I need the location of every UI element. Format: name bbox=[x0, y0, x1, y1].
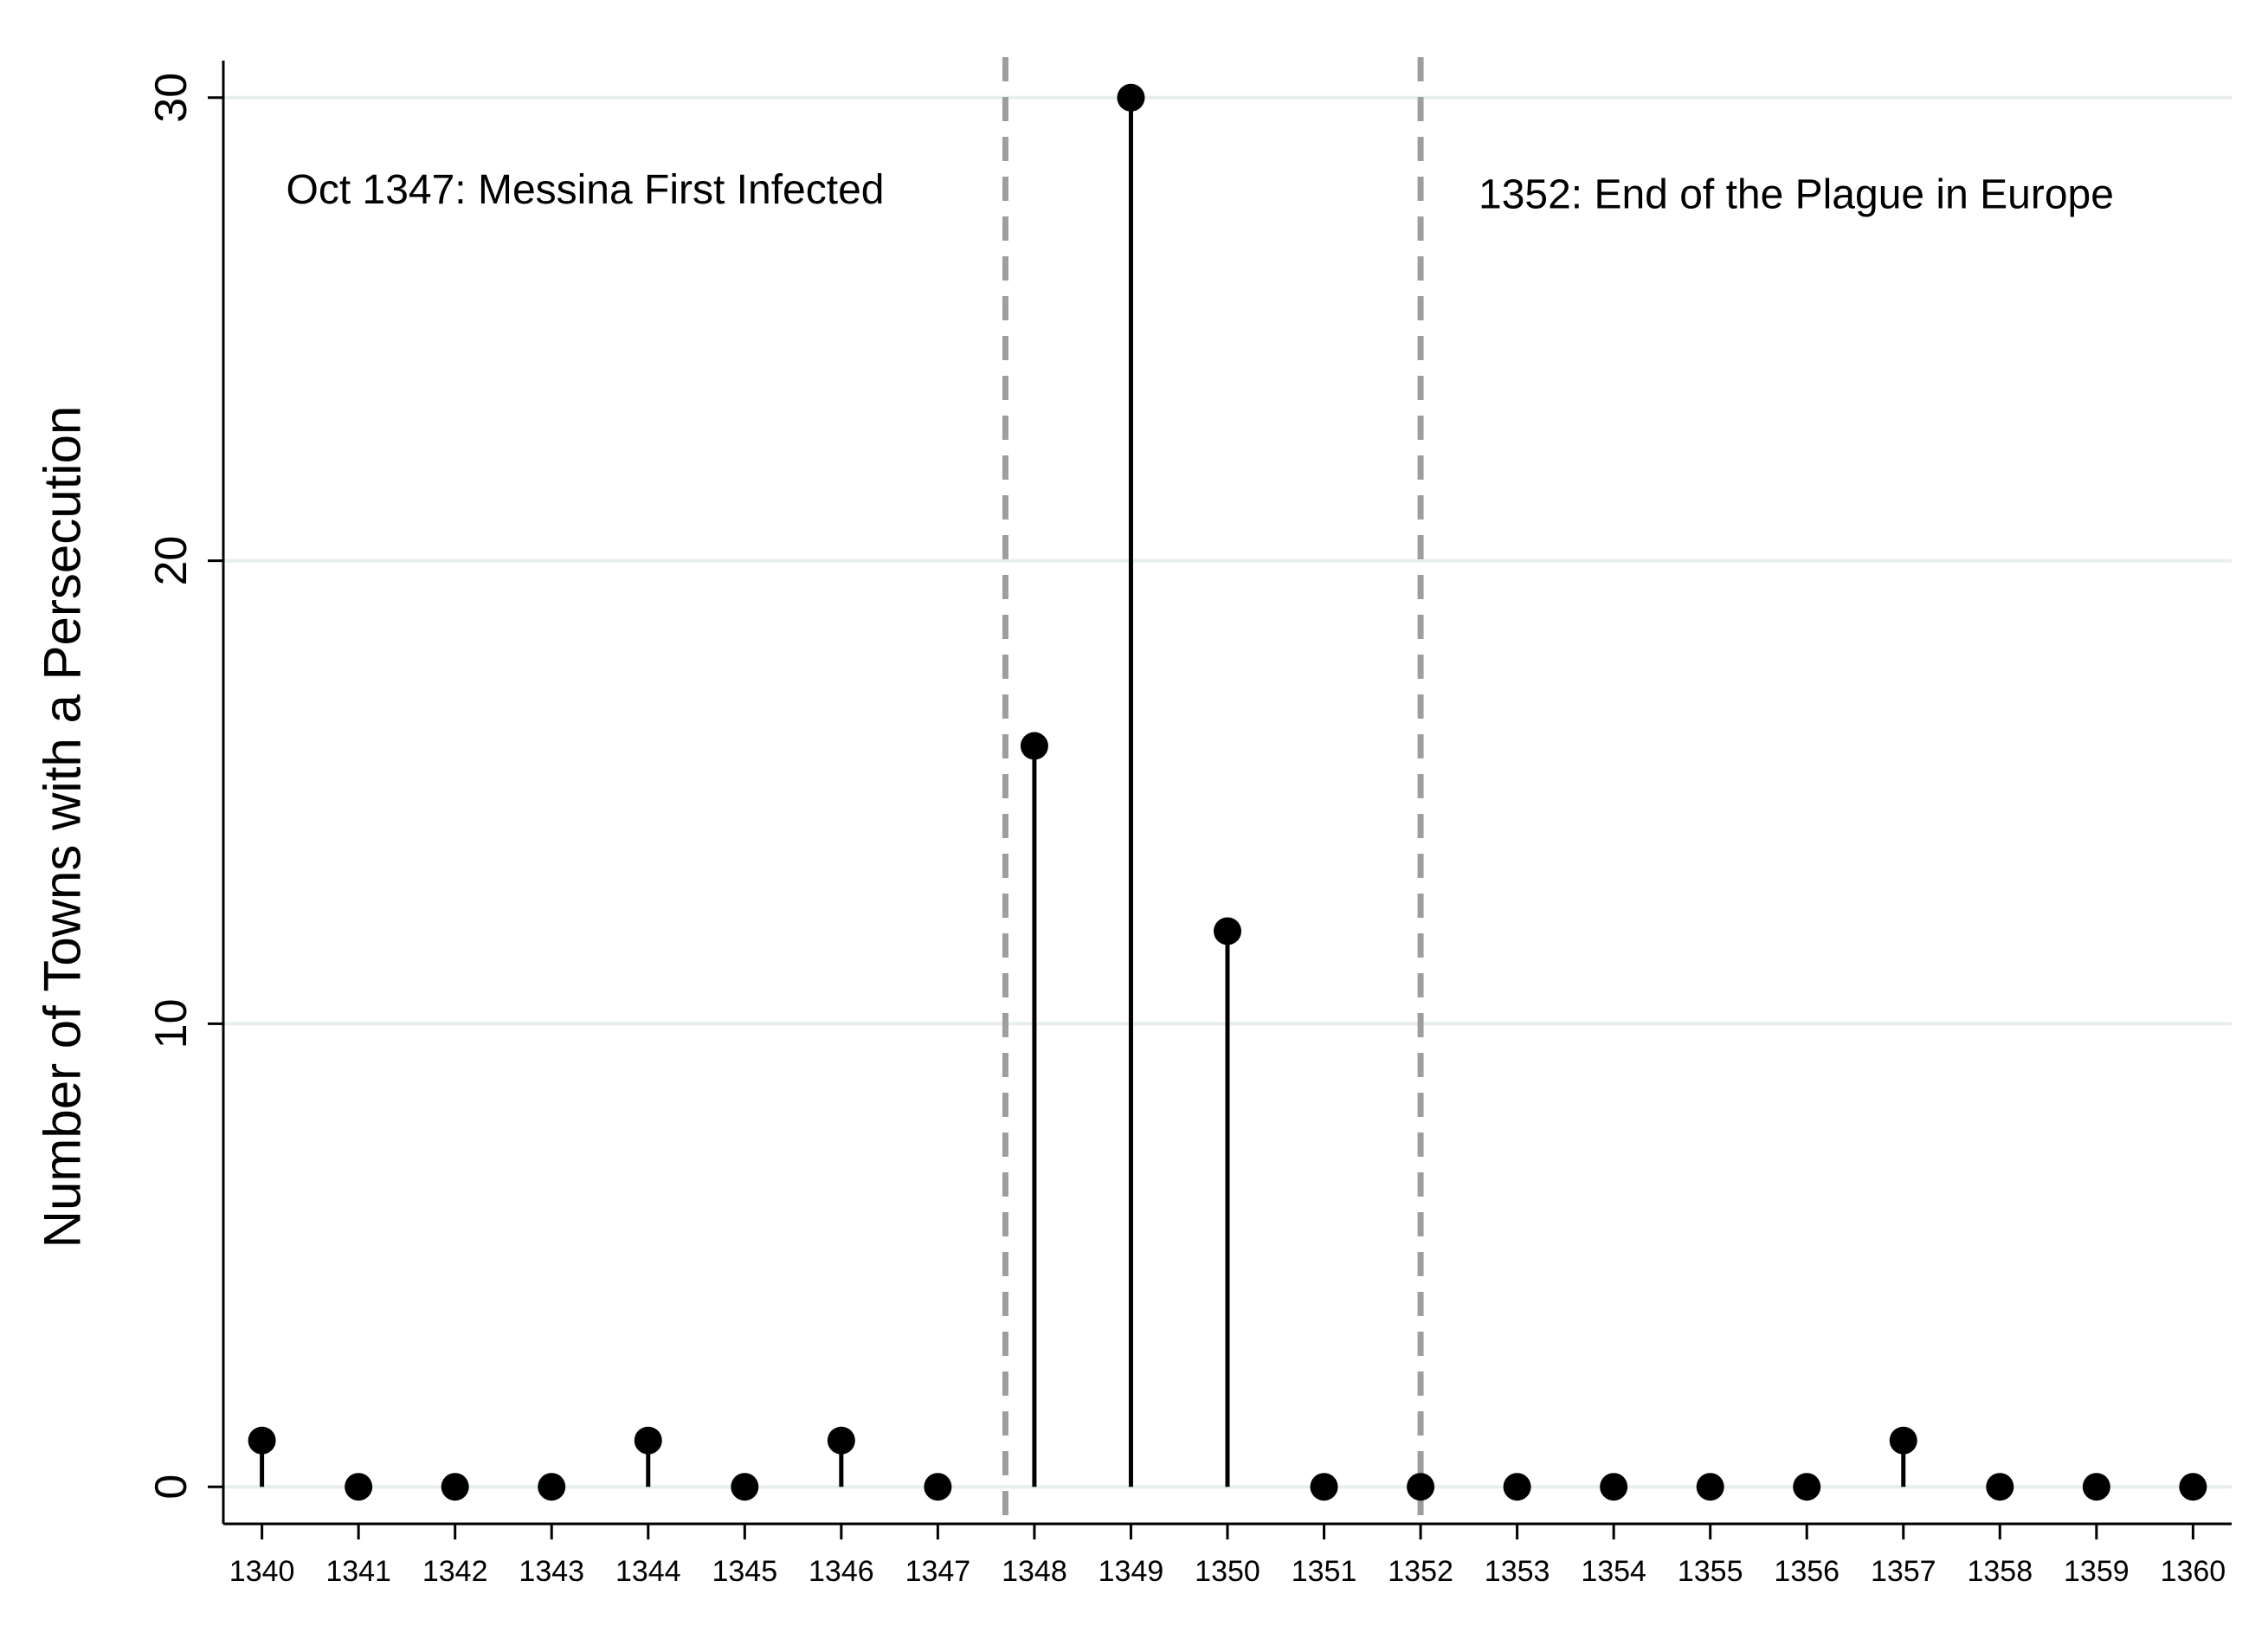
stems bbox=[248, 83, 2207, 1501]
point-1344 bbox=[634, 1426, 662, 1455]
x-tick-label-1340: 1340 bbox=[229, 1555, 295, 1588]
y-axis-title: Number of Towns with a Persecution bbox=[34, 406, 92, 1249]
point-1357 bbox=[1889, 1426, 1917, 1455]
x-tick-label-1352: 1352 bbox=[1388, 1555, 1453, 1588]
point-1353 bbox=[1503, 1473, 1531, 1501]
labels: Number of Towns with a Persecution 0 10 20… bbox=[34, 73, 2226, 1588]
point-1350 bbox=[1214, 917, 1241, 945]
x-tick-label-1351: 1351 bbox=[1292, 1555, 1357, 1588]
point-1348 bbox=[1020, 732, 1048, 760]
x-tick-label-1360: 1360 bbox=[2161, 1555, 2226, 1588]
x-tick-label-1343: 1343 bbox=[519, 1555, 584, 1588]
annotation-1: Oct 1347: Messina First Infected bbox=[287, 167, 885, 213]
y-tick-label-10: 10 bbox=[146, 998, 197, 1049]
y-tick-label-30: 30 bbox=[146, 73, 197, 123]
x-tick-label-1341: 1341 bbox=[325, 1555, 391, 1588]
x-tick-label-1344: 1344 bbox=[615, 1555, 681, 1588]
x-tick-label-1348: 1348 bbox=[1002, 1555, 1067, 1588]
x-tick-label-1359: 1359 bbox=[2064, 1555, 2129, 1588]
y-tick-label-0: 0 bbox=[146, 1475, 197, 1500]
point-1341 bbox=[345, 1473, 373, 1501]
x-tick-label-1345: 1345 bbox=[712, 1555, 777, 1588]
x-tick-label-1354: 1354 bbox=[1581, 1555, 1646, 1588]
point-1346 bbox=[827, 1426, 855, 1455]
point-1358 bbox=[1986, 1473, 2014, 1501]
x-tick-label-1342: 1342 bbox=[422, 1555, 488, 1588]
point-1349 bbox=[1117, 83, 1145, 112]
x-tick-label-1358: 1358 bbox=[1967, 1555, 2033, 1588]
x-tick-label-1346: 1346 bbox=[809, 1555, 874, 1588]
x-tick-label-1349: 1349 bbox=[1099, 1555, 1164, 1588]
y-tick-label-20: 20 bbox=[146, 536, 197, 586]
point-1345 bbox=[731, 1473, 759, 1501]
reference-lines bbox=[1002, 57, 1424, 1524]
point-1343 bbox=[538, 1473, 566, 1501]
point-1347 bbox=[924, 1473, 952, 1501]
annotations: Oct 1347: Messina First Infected 1352: En… bbox=[287, 167, 2114, 217]
point-1352 bbox=[1407, 1473, 1435, 1501]
point-1340 bbox=[248, 1426, 276, 1455]
point-1351 bbox=[1310, 1473, 1338, 1501]
x-tick-label-1347: 1347 bbox=[905, 1555, 971, 1588]
point-1355 bbox=[1696, 1473, 1724, 1501]
axes bbox=[208, 61, 2232, 1539]
point-1359 bbox=[2082, 1473, 2110, 1501]
x-tick-label-1350: 1350 bbox=[1195, 1555, 1260, 1588]
x-tick-label-1357: 1357 bbox=[1871, 1555, 1936, 1588]
point-1356 bbox=[1793, 1473, 1821, 1501]
annotation-2: 1352: End of the Plague in Europe bbox=[1479, 172, 2114, 218]
point-1354 bbox=[1600, 1473, 1628, 1501]
x-tick-label-1353: 1353 bbox=[1485, 1555, 1550, 1588]
point-1342 bbox=[441, 1473, 469, 1501]
point-1360 bbox=[2179, 1473, 2207, 1501]
x-tick-label-1356: 1356 bbox=[1774, 1555, 1840, 1588]
x-tick-label-1355: 1355 bbox=[1678, 1555, 1743, 1588]
